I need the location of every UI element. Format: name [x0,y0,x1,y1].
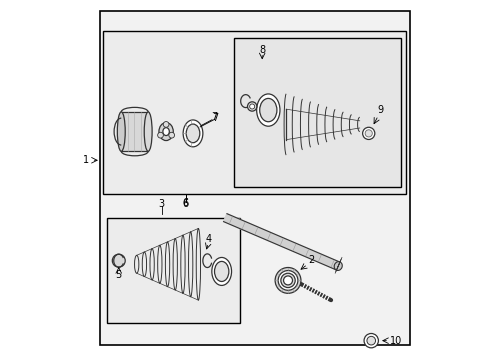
Circle shape [365,130,372,137]
Circle shape [367,336,375,345]
Circle shape [364,333,378,348]
Ellipse shape [159,123,173,140]
Text: 1: 1 [83,155,90,165]
Text: 9: 9 [377,105,384,115]
Circle shape [163,122,169,127]
Text: 3: 3 [159,199,165,210]
Text: 7: 7 [213,113,219,123]
Ellipse shape [334,262,343,270]
Ellipse shape [281,273,295,288]
Text: 8: 8 [259,45,265,55]
Ellipse shape [183,120,203,147]
Ellipse shape [186,124,200,143]
Text: 7: 7 [211,112,218,122]
Text: 2: 2 [308,255,315,265]
Circle shape [247,102,257,111]
Ellipse shape [257,94,280,126]
Ellipse shape [163,128,170,135]
Ellipse shape [212,257,232,285]
Bar [122,112,148,151]
Text: 5: 5 [116,270,122,280]
Bar [234,39,401,187]
Ellipse shape [260,98,277,122]
Bar [107,218,240,323]
Circle shape [169,132,174,138]
Ellipse shape [278,271,298,290]
Polygon shape [223,214,340,270]
Text: 4: 4 [205,234,212,244]
Circle shape [112,254,125,267]
Ellipse shape [117,112,125,151]
Circle shape [158,132,163,138]
Text: 6: 6 [183,198,189,208]
Circle shape [250,104,255,109]
Bar [100,12,410,345]
Ellipse shape [275,267,301,293]
Bar [103,31,406,194]
Text: 6: 6 [183,199,189,209]
Ellipse shape [144,112,152,151]
Text: 10: 10 [390,336,402,346]
Ellipse shape [284,276,293,285]
Ellipse shape [215,261,229,282]
Circle shape [363,127,375,139]
